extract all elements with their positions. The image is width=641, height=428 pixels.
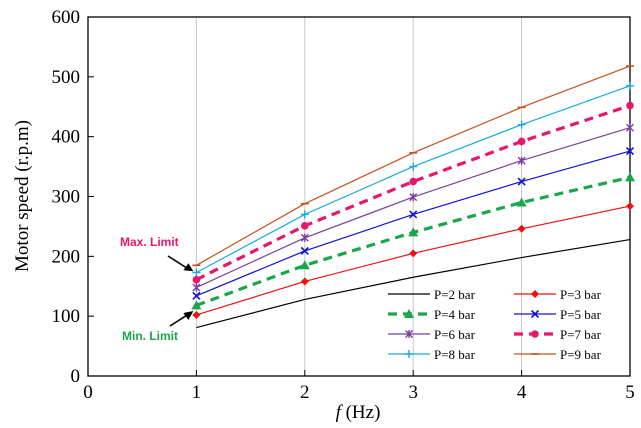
y-tick-label-0: 0	[71, 366, 81, 387]
x-tick-label-4: 4	[517, 382, 527, 403]
data-point-s4-x4	[517, 177, 526, 186]
legend-label-2: P=3 bar	[560, 287, 602, 302]
tick-labels: 0 100 200 300 400 500 600 0 1 2 3 4 5	[52, 7, 635, 403]
data-point-s5-x1	[192, 283, 201, 292]
data-point-s6-x1	[192, 275, 201, 284]
data-point-s6-x4	[517, 137, 526, 146]
annotation-min-arrowhead	[183, 310, 194, 320]
y-tick-label-100: 100	[52, 306, 81, 327]
legend-marker-7	[405, 350, 413, 358]
data-point-s5-x5	[626, 123, 634, 132]
legend-label-8: P=9 bar	[560, 347, 602, 362]
data-point-s5-x4	[517, 156, 526, 165]
x-axis-label: f (Hz)	[336, 402, 381, 423]
annotations: Max. Limit Min. Limit	[120, 235, 194, 343]
legend: P=2 bar P=3 bar P=4 bar P=5 bar P=6 bar P=7 b…	[388, 287, 602, 362]
data-point-s3-x1	[191, 300, 202, 310]
legend-label-7: P=8 bar	[434, 347, 476, 362]
x-axis-label-unit: (Hz)	[341, 402, 381, 423]
legend-marker-5	[405, 330, 413, 338]
legend-marker-3	[404, 309, 414, 318]
data-point-s3-x2	[299, 260, 310, 270]
y-tick-label-400: 400	[52, 127, 81, 148]
data-point-s7-x3	[409, 162, 418, 171]
y-axis-label: Motor speed (r.p.m)	[12, 120, 33, 272]
data-point-s5-x3	[409, 193, 418, 202]
series-8	[192, 65, 634, 267]
data-point-s4-x3	[409, 210, 418, 219]
data-point-s3-x5	[625, 172, 635, 182]
x-tick-label-5: 5	[625, 382, 635, 403]
series-1	[196, 238, 631, 329]
data-point-s7-x5	[626, 81, 634, 90]
data-point-s7-x1	[192, 268, 201, 277]
annotation-max-arrowhead	[183, 263, 194, 272]
data-point-s6-x5	[626, 101, 634, 110]
series-4	[192, 146, 635, 300]
data-point-s2-x1	[192, 310, 201, 319]
series-5	[192, 123, 634, 292]
data-point-s4-x1	[192, 291, 201, 300]
data-point-s3-x4	[516, 197, 527, 207]
x-tick-label-3: 3	[408, 382, 418, 403]
x-tick-label-1: 1	[192, 382, 202, 403]
data-point-s6-x3	[409, 177, 418, 186]
legend-marker-4	[530, 309, 540, 319]
x-tick-label-0: 0	[83, 382, 93, 403]
legend-label-5: P=6 bar	[434, 327, 476, 342]
annotation-max-limit: Max. Limit	[120, 235, 179, 249]
legend-label-4: P=5 bar	[560, 307, 602, 322]
annotation-min-limit: Min. Limit	[122, 329, 178, 343]
series-6	[192, 101, 634, 284]
x-tick-label-2: 2	[300, 382, 310, 403]
series-line-1	[196, 238, 631, 329]
legend-label-6: P=7 bar	[560, 327, 602, 342]
data-point-s3-x3	[408, 227, 419, 237]
data-point-s7-x4	[517, 120, 526, 129]
data-point-s7-x2	[300, 210, 309, 219]
data-point-s5-x2	[300, 233, 309, 242]
series-2	[192, 202, 634, 319]
axes	[87, 16, 631, 377]
legend-label-1: P=2 bar	[434, 287, 476, 302]
data-point-s2-x5	[626, 202, 634, 211]
y-tick-label-200: 200	[52, 246, 81, 267]
series-3	[191, 172, 635, 310]
data-point-s4-x2	[300, 246, 309, 256]
x-axis-label-symbol: f	[336, 402, 344, 423]
y-tick-label-300: 300	[52, 187, 81, 208]
data-point-s2-x3	[409, 249, 418, 258]
series-7	[192, 81, 634, 277]
y-tick-label-500: 500	[52, 67, 81, 88]
data-point-s4-x5	[625, 146, 635, 156]
y-tick-label-600: 600	[52, 7, 81, 28]
data-point-s6-x2	[301, 222, 309, 230]
legend-marker-2	[531, 290, 539, 298]
series-group	[191, 65, 635, 329]
data-point-s2-x4	[517, 224, 526, 233]
data-point-s2-x2	[300, 277, 309, 286]
legend-marker-6	[531, 330, 539, 338]
series-line-6	[195, 104, 631, 282]
legend-label-3: P=4 bar	[434, 307, 476, 322]
